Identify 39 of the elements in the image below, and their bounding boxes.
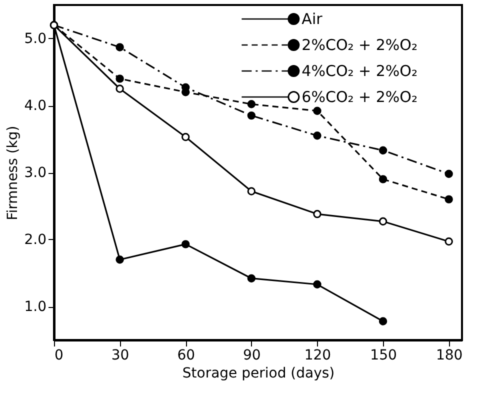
y-tick-label: 5.0 [24,31,46,47]
legend-label: Air [302,10,324,28]
point [182,240,190,248]
point [378,217,388,226]
point [182,132,190,142]
legend-label: 4%CO₂ + 2%O₂ [302,62,418,80]
point [116,256,124,264]
point [247,111,256,120]
y-tick-label: 4.0 [24,98,46,114]
point [116,43,124,52]
x-tick-label: 90 [243,348,261,364]
x-tick-label: 60 [177,348,196,364]
point [313,280,322,288]
point [116,84,124,93]
y-axis-title: Firmness (kg) [5,126,22,220]
point [116,74,124,83]
point [313,106,322,115]
point [444,237,453,246]
x-tick-label: 180 [436,348,463,364]
x-axis-title: Storage period (days) [182,366,335,382]
point [444,195,453,204]
x-tick-label: 120 [304,348,332,364]
legend-label: 2%CO₂ + 2%O₂ [302,36,418,54]
x-tick-label: 150 [370,348,397,364]
point [378,317,388,326]
point [247,187,256,196]
point [444,170,453,178]
point [313,210,322,218]
x-tick-label: 30 [111,348,130,364]
point [378,146,388,154]
legend-label: 6%CO₂ + 2%O₂ [302,88,418,106]
point [247,100,256,108]
y-tick-label: 1.0 [24,299,46,315]
point [313,132,322,140]
point [378,175,388,184]
x-tick-label: 0 [54,348,64,364]
y-tick-label: 2.0 [24,232,46,248]
y-tick-label: 3.0 [24,165,46,181]
point [247,274,256,282]
